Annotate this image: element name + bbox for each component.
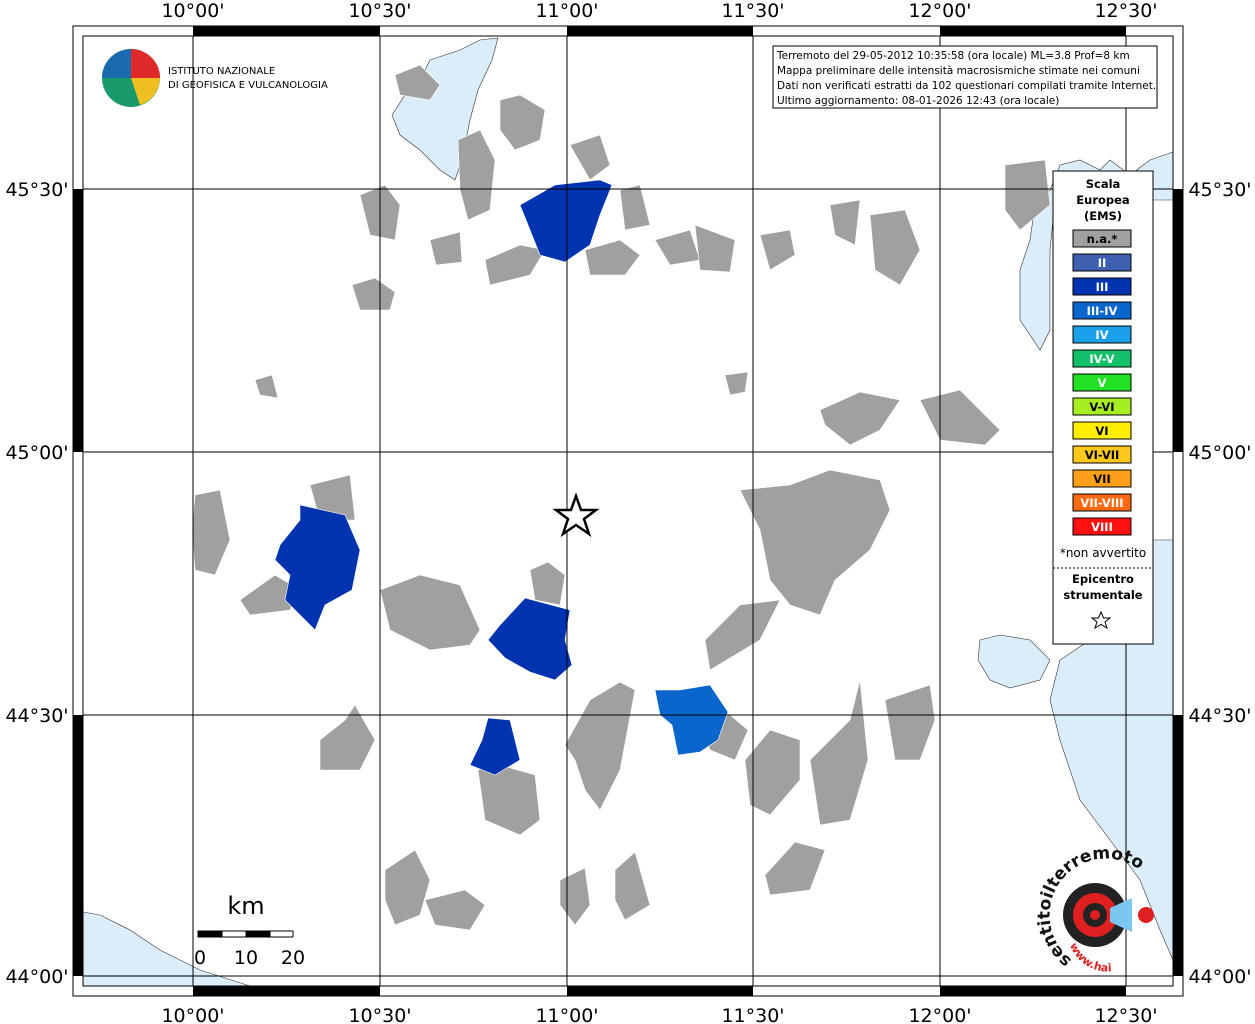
lon-tick-label: 11°00': [535, 1005, 598, 1024]
frame-bars: [73, 26, 1183, 996]
lat-tick-label: 44°30': [5, 705, 68, 727]
scale-label: 10: [234, 947, 258, 969]
legend-label: II: [1098, 256, 1107, 270]
legend-swatch: [1072, 493, 1132, 512]
legend-title: Europea: [1076, 193, 1129, 207]
info-box: [772, 45, 1158, 109]
water: [82, 37, 1174, 987]
lon-tick-label: 12°30': [1094, 0, 1157, 22]
legend-swatch: [1072, 349, 1132, 368]
legend-note: *non avvertito: [1060, 546, 1146, 560]
ingv-logo: [102, 49, 160, 107]
legend-label: VII-VIII: [1080, 496, 1123, 510]
info-line: Ultimo aggiornamento: 08-01-2026 12:43 (…: [777, 95, 1059, 107]
legend-label: VI-VII: [1085, 448, 1120, 462]
legend-label: III-IV: [1087, 304, 1118, 318]
legend-swatch: [1072, 325, 1132, 344]
legend-label: V: [1098, 376, 1107, 390]
lon-tick-label: 11°30': [721, 0, 784, 22]
lon-tick-label: 12°00': [908, 1005, 971, 1024]
legend-swatch: [1072, 397, 1132, 416]
legend-swatch: [1072, 445, 1132, 464]
legend-title: Scala: [1086, 177, 1121, 191]
lat-tick-label: 44°00': [1188, 966, 1251, 988]
legend-swatch: [1072, 421, 1132, 440]
legend-label: V-VI: [1089, 400, 1114, 414]
lon-tick-label: 10°30': [348, 0, 411, 22]
lon-tick-label: 10°30': [348, 1005, 411, 1024]
info-line: Mappa preliminare delle intensità macros…: [777, 65, 1140, 77]
legend-swatch: [1072, 373, 1132, 392]
legend-swatch: [1072, 469, 1132, 488]
legend-label: IV-V: [1089, 352, 1114, 366]
epicentre: [552, 492, 600, 538]
legend: ScalaEuropea(EMS)n.a.*IIIIIIII-IVIVIV-VV…: [1060, 177, 1146, 602]
legend-label: III: [1096, 280, 1109, 294]
lon-tick-label: 12°30': [1094, 1005, 1157, 1024]
logo-text: ISTITUTO NAZIONALE: [168, 66, 275, 77]
logo-text: DI GEOFISICA E VULCANOLOGIA: [168, 80, 328, 91]
legend-swatch: [1072, 517, 1132, 536]
watermark-logo: [1063, 883, 1154, 947]
lon-tick-label: 11°30': [721, 1005, 784, 1024]
legend-label: n.a.*: [1087, 232, 1118, 246]
legend-label: IV: [1095, 328, 1108, 342]
scale-label: 0: [194, 947, 206, 969]
lat-tick-label: 45°00': [1188, 442, 1251, 464]
legend-label: VII: [1093, 472, 1110, 486]
scale-bar: [197, 930, 294, 938]
info-line: Terremoto del 29-05-2012 10:35:58 (ora l…: [776, 50, 1130, 62]
municipalities: [191, 64, 1051, 931]
scale-unit: km: [227, 892, 264, 920]
lon-tick-label: 10°00': [161, 0, 224, 22]
legend-label: VIII: [1091, 520, 1113, 534]
lon-tick-label: 12°00': [908, 0, 971, 22]
lat-tick-label: 44°30': [1188, 705, 1251, 727]
lat-tick-label: 45°30': [5, 179, 68, 201]
lon-tick-label: 10°00': [161, 1005, 224, 1024]
legend-swatch: [1072, 277, 1132, 296]
legend-epicentre: strumentale: [1063, 588, 1142, 602]
lat-tick-label: 45°30': [1188, 179, 1251, 201]
legend-star: [1090, 610, 1112, 630]
legend-title: (EMS): [1084, 209, 1122, 223]
legend-label: VI: [1095, 424, 1108, 438]
info-line: Dati non verificati estratti da 102 ques…: [777, 80, 1156, 92]
lat-tick-label: 44°00': [5, 966, 68, 988]
legend-epicentre: Epicentro: [1072, 572, 1134, 586]
legend-swatch: [1072, 253, 1132, 272]
legend-swatch: [1072, 301, 1132, 320]
legend-swatch: [1072, 229, 1132, 248]
scale-label: 20: [281, 947, 305, 969]
lat-tick-label: 45°00': [5, 442, 68, 464]
lon-tick-label: 11°00': [535, 0, 598, 22]
